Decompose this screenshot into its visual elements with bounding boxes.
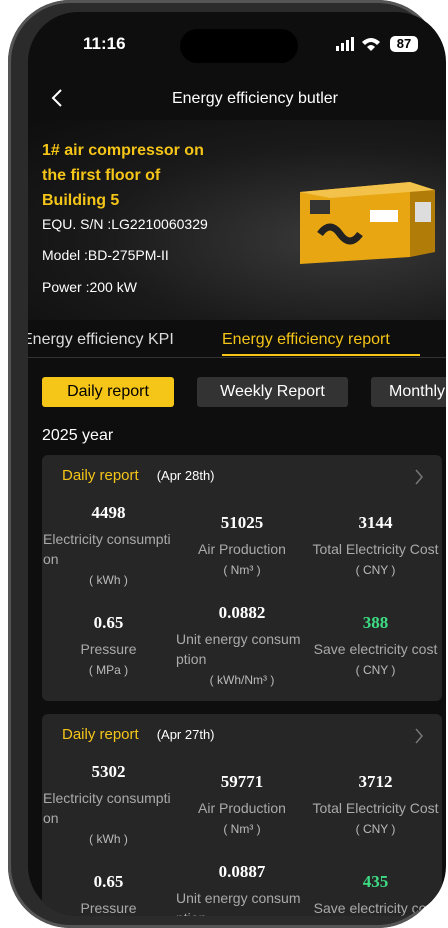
metric-unit: ( CNY ) xyxy=(355,822,396,836)
device-model: Model :BD-275PM-II xyxy=(42,247,169,263)
metric-label-wrap: Electricity consumption xyxy=(43,788,174,828)
metric-unit: ( kWh ) xyxy=(89,832,128,846)
metric-value: 4498 xyxy=(91,503,126,522)
metric-value: 3144 xyxy=(358,513,393,532)
card-date: (Apr 27th) xyxy=(156,727,215,742)
metric: 0.0882 Unit energy consumption ( kWh/Nm³ ) xyxy=(175,595,309,695)
report-card[interactable]: Daily report (Apr 28th) 4498 Electricity co… xyxy=(42,455,442,701)
metric-label: Electricity consumption xyxy=(43,790,171,826)
card-title: Daily report xyxy=(62,726,139,743)
metric-value: 435 xyxy=(362,872,389,891)
metric-unit: ( Nm³ ) xyxy=(223,563,261,577)
metric-unit: ( Nm³ ) xyxy=(223,822,261,836)
device-power: Power :200 kW xyxy=(42,279,137,295)
metric-value: 0.65 xyxy=(93,872,124,891)
compressor-image xyxy=(300,182,435,264)
metric-unit: ( CNY ) xyxy=(355,563,396,577)
device-name: 1# air compressor on the first floor of … xyxy=(42,142,204,209)
metric-label-wrap: Unit energy consumption xyxy=(176,888,308,916)
metric-unit: ( CNY ) xyxy=(355,663,396,677)
metric-label: Total Electricity Cost xyxy=(312,541,439,557)
tab-underline xyxy=(222,354,420,356)
dynamic-island xyxy=(180,29,298,63)
metric-label: Total Electricity Cost xyxy=(312,800,439,816)
metric-value: 0.0882 xyxy=(218,603,266,622)
screen: 11:16 87 Energy efficiency butler 1# air… xyxy=(28,12,446,916)
status-time: 11:16 xyxy=(83,34,126,53)
tab-kpi[interactable]: Energy efficiency KPI xyxy=(28,331,174,348)
metric-label-wrap: Save electricity cost xyxy=(310,639,441,659)
metric: 5302 Electricity consumption ( kWh ) xyxy=(42,754,175,854)
filter-weekly[interactable]: Weekly Report xyxy=(197,377,348,407)
header-title: Energy efficiency butler xyxy=(171,90,338,107)
report-card[interactable]: Daily report (Apr 27th) 5302 Electricity co… xyxy=(42,714,442,916)
chevron xyxy=(415,728,423,744)
metric-label-wrap: Electricity consumption xyxy=(43,529,174,569)
signal-wifi-icons xyxy=(336,37,380,51)
metric-label: Unit energy consumption xyxy=(176,631,301,667)
metric-value: 3712 xyxy=(358,772,393,791)
back-button[interactable] xyxy=(50,88,64,108)
metric-label-wrap: Total Electricity Cost xyxy=(310,539,441,559)
metric-label: Electricity consumption xyxy=(43,531,171,567)
metric-label: Pressure xyxy=(80,900,137,916)
metric-label: Air Production xyxy=(198,800,286,816)
metric-label-wrap: Pressure xyxy=(43,639,174,659)
device-serial: EQU. S/N :LG2210060329 xyxy=(42,216,208,232)
filter-monthly[interactable]: Monthly Report xyxy=(371,377,446,407)
metric-label-wrap: Air Production xyxy=(176,798,308,818)
metric-label-wrap: Pressure xyxy=(43,898,174,916)
tab-divider xyxy=(28,357,446,358)
metric-value: 59771 xyxy=(220,772,264,791)
year-label: 2025 year xyxy=(42,427,114,444)
metric: 59771 Air Production ( Nm³ ) xyxy=(175,754,309,854)
card-title: Daily report xyxy=(62,467,139,484)
metric-value: 0.0887 xyxy=(218,862,266,881)
metric-label-wrap: Unit energy consumption xyxy=(176,629,308,669)
metric: 51025 Air Production ( Nm³ ) xyxy=(175,495,309,595)
metric: 3712 Total Electricity Cost ( CNY ) xyxy=(309,754,442,854)
metric: 4498 Electricity consumption ( kWh ) xyxy=(42,495,175,595)
metric-label: Save electricity cost xyxy=(313,641,438,657)
metric-value: 51025 xyxy=(220,513,264,532)
phone-frame: 11:16 87 Energy efficiency butler 1# air… xyxy=(8,0,446,928)
device-hero: 1# air compressor on the first floor of … xyxy=(28,120,446,320)
metric-label-wrap: Total Electricity Cost xyxy=(310,798,441,818)
metric-grid: 5302 Electricity consumption ( kWh ) 59771 A… xyxy=(42,754,442,916)
filter-daily[interactable]: Daily report xyxy=(42,377,174,407)
metric-label: Air Production xyxy=(198,541,286,557)
card-date: (Apr 28th) xyxy=(156,468,215,483)
metric-unit: ( MPa ) xyxy=(88,663,129,677)
tab-report[interactable]: Energy efficiency report xyxy=(222,331,390,348)
card-header: Daily report (Apr 28th) xyxy=(62,467,215,484)
metric-label: Save electricity cost xyxy=(313,900,438,916)
metric-label-wrap: Air Production xyxy=(176,539,308,559)
metric-grid: 4498 Electricity consumption ( kWh ) 51025 A… xyxy=(42,495,442,695)
chevron xyxy=(415,469,423,485)
battery: 87 xyxy=(390,36,418,52)
metric-value: 5302 xyxy=(91,762,126,781)
metric: 0.65 Pressure ( MPa ) xyxy=(42,595,175,695)
metric-label: Pressure xyxy=(80,641,137,657)
metric-label: Unit energy consumption xyxy=(176,890,301,916)
card-header: Daily report (Apr 27th) xyxy=(62,726,215,743)
metric-label-wrap: Save electricity cost xyxy=(310,898,441,916)
metric-unit: ( kWh/Nm³ ) xyxy=(209,673,275,687)
metric-value: 388 xyxy=(362,613,389,632)
metric: 388 Save electricity cost ( CNY ) xyxy=(309,595,442,695)
metric-unit: ( kWh ) xyxy=(89,573,128,587)
metric: 3144 Total Electricity Cost ( CNY ) xyxy=(309,495,442,595)
metric-value: 0.65 xyxy=(93,613,124,632)
